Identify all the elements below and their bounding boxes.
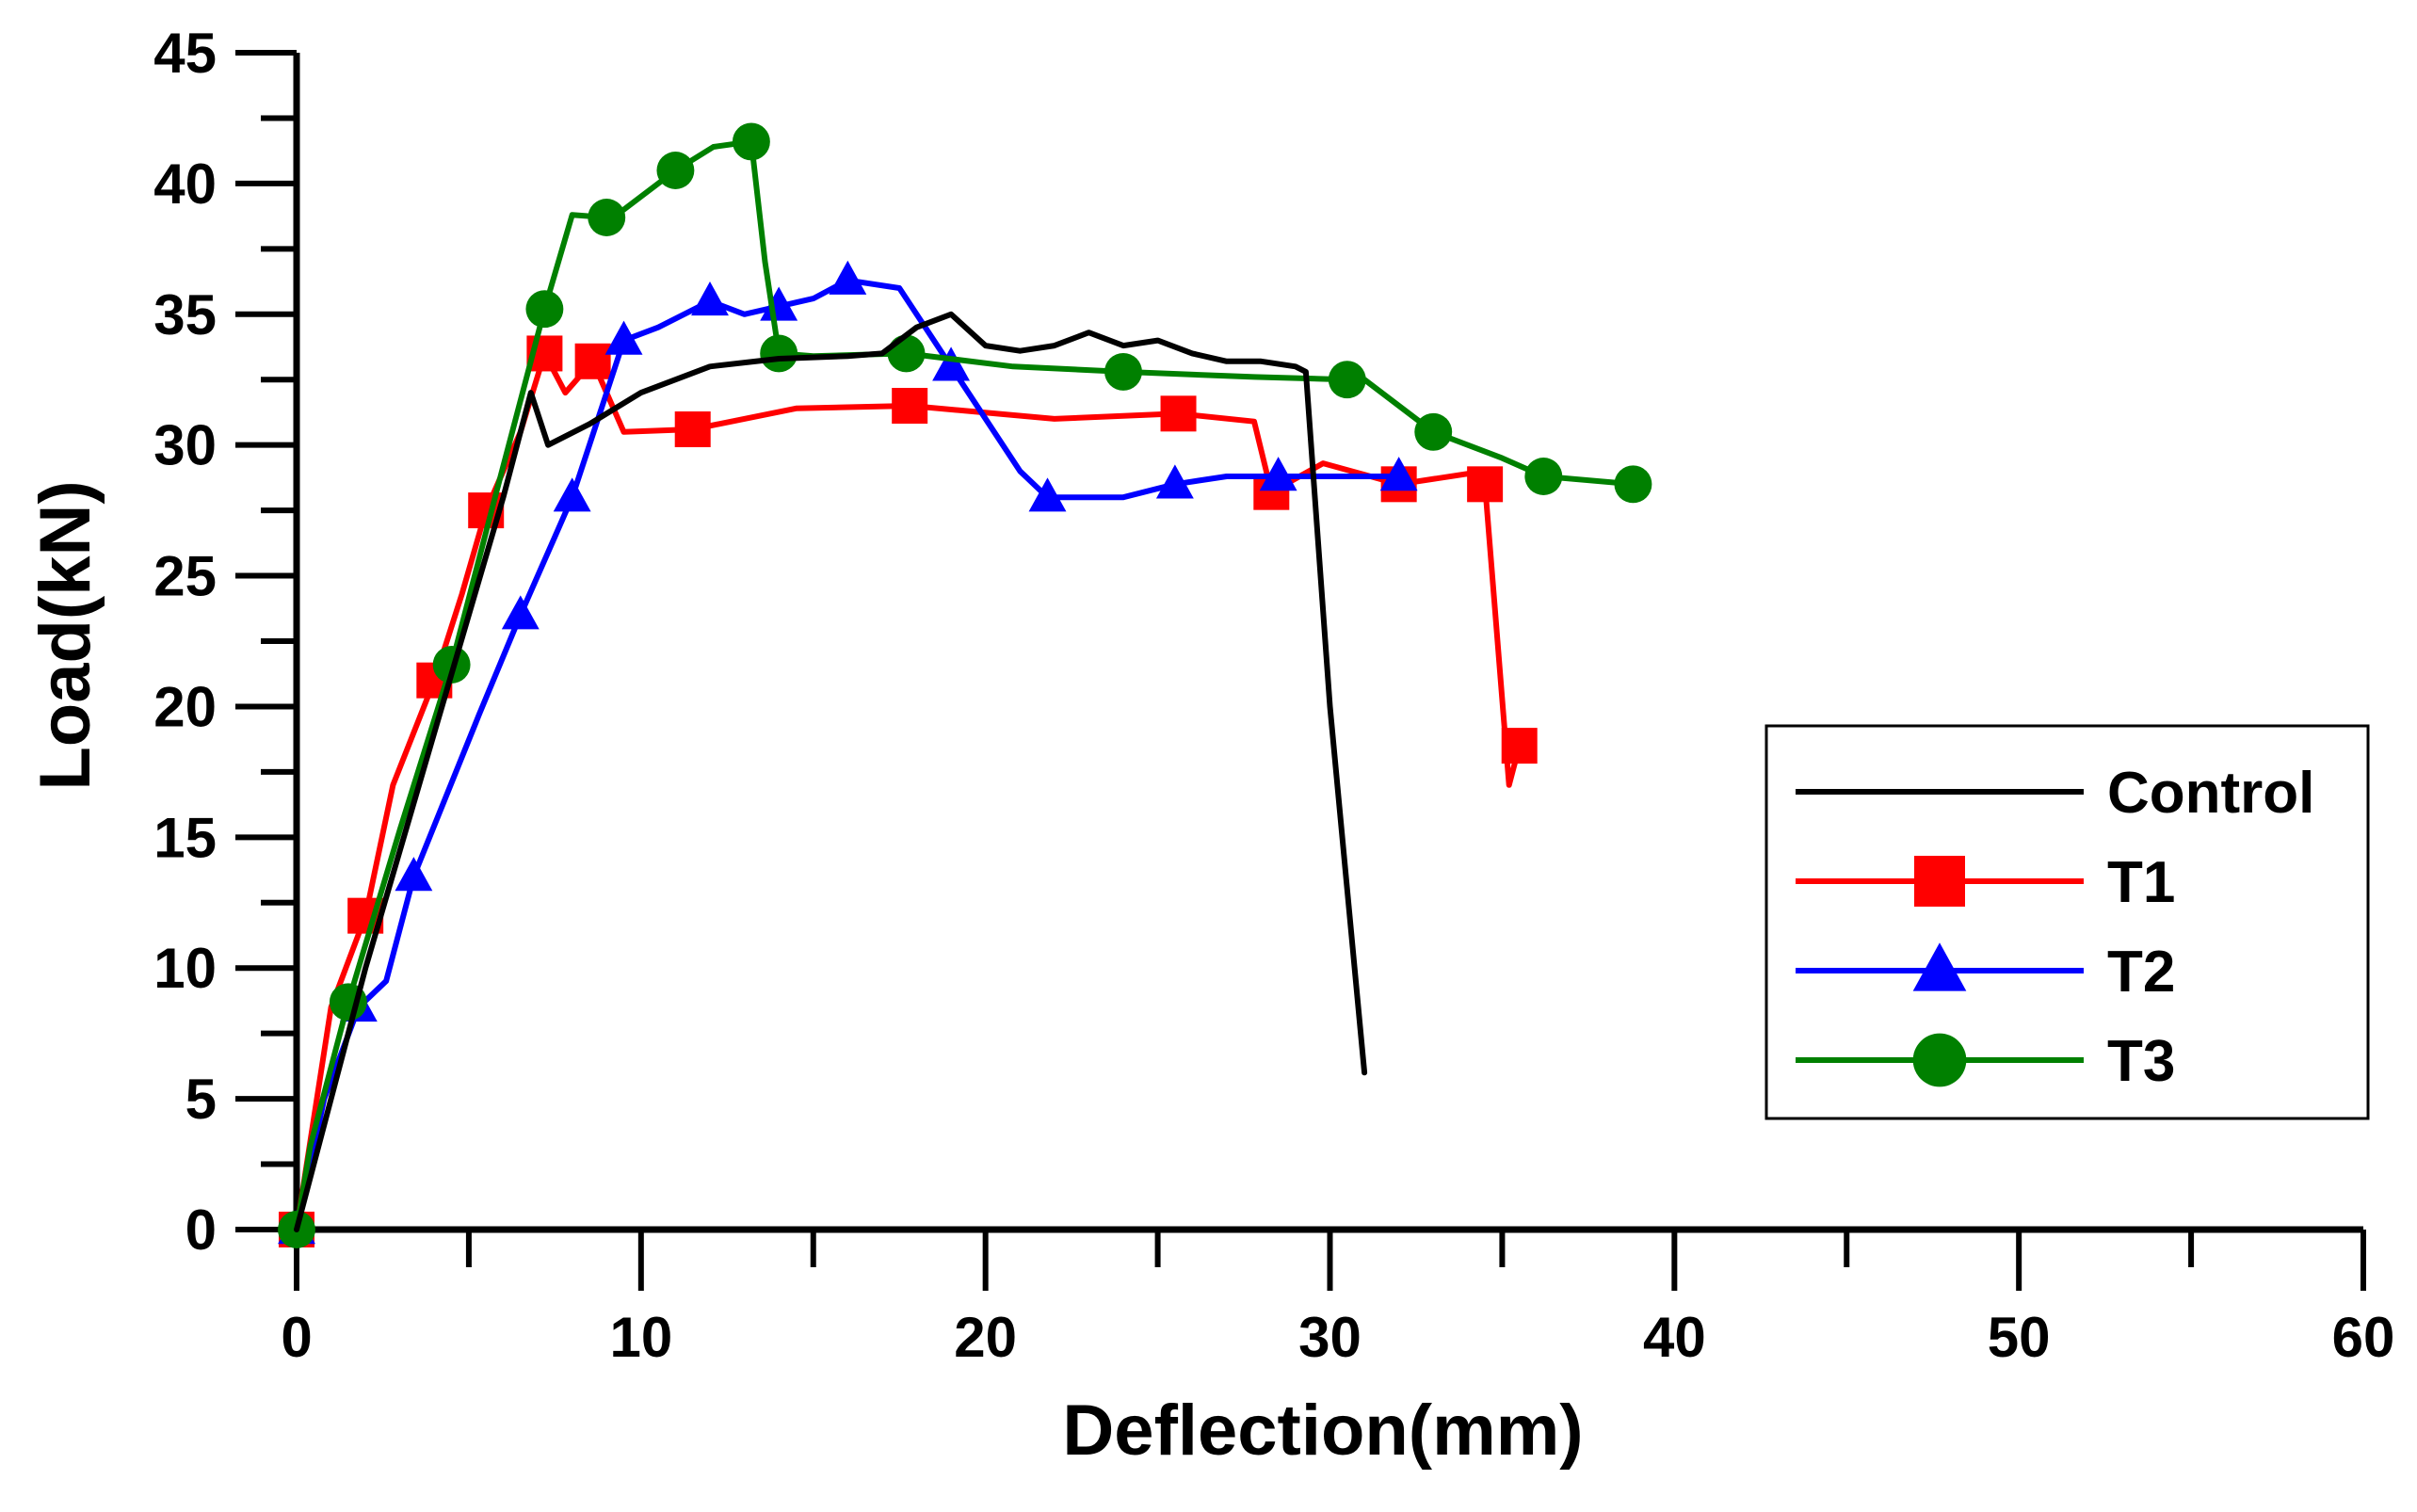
x-tick-label: 40 xyxy=(1643,1306,1706,1369)
x-tick-label: 30 xyxy=(1298,1306,1362,1369)
data-point-t2 xyxy=(501,595,540,630)
y-tick-label: 15 xyxy=(153,806,217,869)
data-point-t1 xyxy=(1467,466,1504,503)
series-line-t2 xyxy=(294,277,1402,1232)
x-tick-label: 0 xyxy=(281,1306,312,1369)
data-point-t3 xyxy=(887,334,926,373)
data-point-t2 xyxy=(932,346,971,381)
x-ticks: 0 10 20 30 40 50 60 xyxy=(281,1230,2394,1369)
y-ticks: 0 5 10 15 20 25 30 35 40 45 xyxy=(153,22,297,1262)
series-t1 xyxy=(279,335,1538,1247)
data-point-t2 xyxy=(691,281,729,316)
x-tick-label: 20 xyxy=(954,1306,1017,1369)
legend-label: T3 xyxy=(2107,1029,2175,1094)
y-tick-label: 5 xyxy=(185,1068,217,1131)
series-t3 xyxy=(278,122,1652,1248)
y-tick-label: 45 xyxy=(153,22,217,85)
y-tick-label: 20 xyxy=(153,675,217,738)
data-point-t1 xyxy=(574,343,611,379)
x-axis-title: Deflection(mm) xyxy=(1062,1391,1583,1471)
data-point-t1 xyxy=(1501,728,1538,764)
y-axis-title: Load(kN) xyxy=(25,480,105,790)
y-tick-label: 25 xyxy=(153,545,217,608)
plot-area: 0 5 10 15 20 25 30 35 40 45 0 10 20 30 40 50 60 xyxy=(153,22,2394,1369)
legend-item-t2: T2 xyxy=(1796,940,2175,1005)
data-point-t3 xyxy=(656,152,695,189)
series-line-t3 xyxy=(294,138,1636,1232)
data-point-t1 xyxy=(674,411,711,447)
data-point-t2 xyxy=(604,320,643,355)
series-t2 xyxy=(278,260,1418,1245)
y-tick-label: 35 xyxy=(153,283,217,346)
legend-items: Control T1 T2 T3 xyxy=(1796,761,2314,1094)
legend-label: Control xyxy=(2107,761,2314,826)
legend-marker xyxy=(1912,1033,1967,1087)
series-line-control xyxy=(294,311,1368,1232)
data-point-t2 xyxy=(1028,477,1067,512)
series-control xyxy=(294,311,1368,1232)
legend-label: T2 xyxy=(2107,940,2175,1005)
data-point-t3 xyxy=(1414,412,1453,451)
y-tick-label: 40 xyxy=(153,153,217,216)
data-point-t2 xyxy=(829,260,867,295)
data-point-t3 xyxy=(525,290,564,329)
legend-item-control: Control xyxy=(1796,761,2314,826)
data-point-t3 xyxy=(760,334,798,373)
y-tick-label: 30 xyxy=(153,414,217,477)
legend-item-t3: T3 xyxy=(1796,1029,2175,1094)
data-point-t3 xyxy=(1328,361,1366,399)
x-tick-label: 10 xyxy=(609,1306,672,1369)
y-tick-label: 0 xyxy=(185,1198,217,1262)
data-point-t2 xyxy=(1259,457,1297,491)
data-point-t3 xyxy=(1614,465,1652,504)
data-point-t2 xyxy=(760,286,798,321)
data-point-t3 xyxy=(1104,352,1142,391)
data-point-t2 xyxy=(1379,457,1418,491)
data-point-t2 xyxy=(553,477,591,512)
data-point-t2 xyxy=(1155,464,1194,499)
legend-label: T1 xyxy=(2107,850,2175,915)
data-point-t1 xyxy=(892,388,928,424)
data-point-t3 xyxy=(588,199,626,236)
x-tick-label: 50 xyxy=(1988,1306,2051,1369)
series-group xyxy=(278,122,1652,1248)
legend-item-t1: T1 xyxy=(1796,850,2175,915)
legend: Control T1 T2 T3 xyxy=(1764,724,2370,1120)
data-point-t1 xyxy=(1160,395,1197,432)
legend-marker xyxy=(1914,856,1965,907)
x-tick-label: 60 xyxy=(2332,1306,2395,1369)
data-point-t3 xyxy=(732,122,770,161)
data-point-t2 xyxy=(395,857,433,892)
y-tick-label: 10 xyxy=(153,937,217,1000)
legend-marker xyxy=(1912,942,1967,991)
data-point-t3 xyxy=(1524,458,1563,495)
